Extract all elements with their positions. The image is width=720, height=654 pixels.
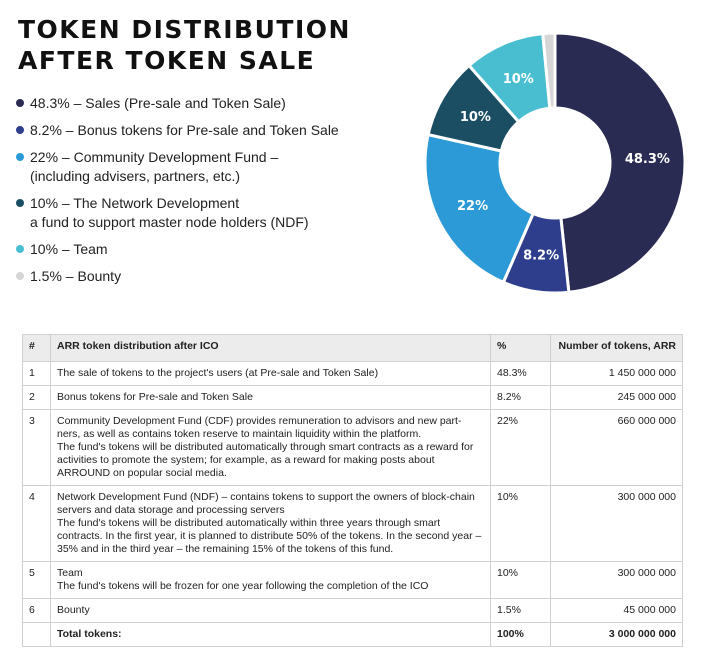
page-title: TOKEN DISTRIBUTION AFTER TOKEN SALE <box>18 14 351 76</box>
row-description: Team The fund's tokens will be frozen for… <box>50 561 491 599</box>
title-line-1: TOKEN DISTRIBUTION <box>18 15 351 44</box>
legend-label: 48.3% – Sales (Pre-sale and Token Sale) <box>30 94 286 113</box>
legend-percent: 10% <box>30 195 59 211</box>
legend-dot-icon <box>16 126 24 134</box>
legend-label: 8.2% – Bonus tokens for Pre-sale and Tok… <box>30 121 339 140</box>
legend-label: 10% – The Network Development a fund to … <box>30 194 309 232</box>
legend-dot-icon <box>16 245 24 253</box>
distribution-table: # ARR token distribution after ICO % Num… <box>22 334 683 647</box>
donut-slice <box>553 31 687 294</box>
legend-dot-icon <box>16 99 24 107</box>
row-token-count: 1 450 000 000 <box>550 361 683 386</box>
row-description: The sale of tokens to the project's user… <box>50 361 491 386</box>
legend-item: 8.2% – Bonus tokens for Pre-sale and Tok… <box>16 121 376 140</box>
row-percent: 10% <box>490 561 551 599</box>
legend-item: 22% – Community Development Fund – (incl… <box>16 148 376 186</box>
slice-label: 10% <box>503 72 534 87</box>
description-line: The fund's tokens will be distributed au… <box>57 517 482 555</box>
row-token-count: 45 000 000 <box>550 598 683 623</box>
legend-item: 10% – The Network Development a fund to … <box>16 194 376 232</box>
legend-label: 10% – Team <box>30 240 108 259</box>
header-token-count: Number of tokens, ARR <box>550 334 683 362</box>
total-number-cell <box>22 622 51 647</box>
description-line: Network Development Fund (NDF) – contain… <box>57 491 475 516</box>
slice-label: 48.3% <box>625 152 670 167</box>
chart-legend: 48.3% – Sales (Pre-sale and Token Sale) 8… <box>16 94 376 294</box>
table-row: 2 Bonus tokens for Pre-sale and Token Sal… <box>22 385 683 410</box>
description-line: The fund's tokens will be distributed au… <box>57 441 474 479</box>
table-row: 5 Team The fund's tokens will be frozen fo… <box>22 561 683 599</box>
description-line: Team <box>57 567 83 579</box>
row-number: 4 <box>22 485 51 562</box>
legend-text: – The Network Development a fund to supp… <box>30 195 309 230</box>
slice-label: 22% <box>457 199 488 214</box>
table-row: 3 Community Development Fund (CDF) provid… <box>22 409 683 486</box>
row-percent: 8.2% <box>490 385 551 410</box>
row-number: 1 <box>22 361 51 386</box>
description-line: Bonus tokens for Pre-sale and Token Sale <box>57 391 253 403</box>
description-line: The fund's tokens will be frozen for one… <box>57 580 429 592</box>
row-token-count: 660 000 000 <box>550 409 683 486</box>
header-distribution: ARR token distribution after ICO <box>50 334 491 362</box>
row-percent: 22% <box>490 409 551 486</box>
description-line: The sale of tokens to the project's user… <box>57 367 379 379</box>
legend-percent: 48.3% <box>30 95 70 111</box>
row-token-count: 300 000 000 <box>550 485 683 562</box>
table-header-row: # ARR token distribution after ICO % Num… <box>22 334 683 362</box>
table-row: 1 The sale of tokens to the project's use… <box>22 361 683 386</box>
legend-percent: 1.5% <box>30 268 62 284</box>
row-number: 6 <box>22 598 51 623</box>
row-description: Bonus tokens for Pre-sale and Token Sale <box>50 385 491 410</box>
row-description: Community Development Fund (CDF) provide… <box>50 409 491 486</box>
table-row: 6 Bounty 1.5% 45 000 000 <box>22 598 683 623</box>
legend-text: – Community Development Fund – (includin… <box>30 149 279 184</box>
row-token-count: 245 000 000 <box>550 385 683 410</box>
header-number: # <box>22 334 51 362</box>
header-percent: % <box>490 334 551 362</box>
description-line: Bounty <box>57 604 90 616</box>
total-percent: 100% <box>490 622 551 647</box>
legend-dot-icon <box>16 272 24 280</box>
legend-percent: 10% <box>30 241 59 257</box>
table-row: 4 Network Development Fund (NDF) – contai… <box>22 485 683 562</box>
legend-text: – Bounty <box>61 268 122 284</box>
legend-item: 48.3% – Sales (Pre-sale and Token Sale) <box>16 94 376 113</box>
donut-chart: 48.3% 8.2% 22% 10% 10% <box>423 31 687 295</box>
slice-label: 10% <box>460 110 491 125</box>
legend-percent: 8.2% <box>30 122 62 138</box>
description-line: Community Development Fund (CDF) provide… <box>57 415 462 440</box>
total-label: Total tokens: <box>50 622 491 647</box>
legend-dot-icon <box>16 153 24 161</box>
row-percent: 48.3% <box>490 361 551 386</box>
row-description: Bounty <box>50 598 491 623</box>
row-number: 2 <box>22 385 51 410</box>
legend-text: – Sales (Pre-sale and Token Sale) <box>69 95 286 111</box>
legend-label: 1.5% – Bounty <box>30 267 121 286</box>
donut-slice <box>541 31 557 110</box>
row-percent: 10% <box>490 485 551 562</box>
title-line-2: AFTER TOKEN SALE <box>18 46 316 75</box>
row-description: Network Development Fund (NDF) – contain… <box>50 485 491 562</box>
donut-slice <box>423 132 536 285</box>
row-token-count: 300 000 000 <box>550 561 683 599</box>
total-token-count: 3 000 000 000 <box>550 622 683 647</box>
legend-text: – Team <box>58 241 108 257</box>
legend-dot-icon <box>16 199 24 207</box>
total-row: Total tokens: 100% 3 000 000 000 <box>22 622 683 647</box>
legend-item: 10% – Team <box>16 240 376 259</box>
legend-item: 1.5% – Bounty <box>16 267 376 286</box>
legend-text: – Bonus tokens for Pre-sale and Token Sa… <box>61 122 339 138</box>
row-percent: 1.5% <box>490 598 551 623</box>
slice-label: 8.2% <box>523 248 559 263</box>
legend-label: 22% – Community Development Fund – (incl… <box>30 148 278 186</box>
legend-percent: 22% <box>30 149 59 165</box>
row-number: 5 <box>22 561 51 599</box>
row-number: 3 <box>22 409 51 486</box>
